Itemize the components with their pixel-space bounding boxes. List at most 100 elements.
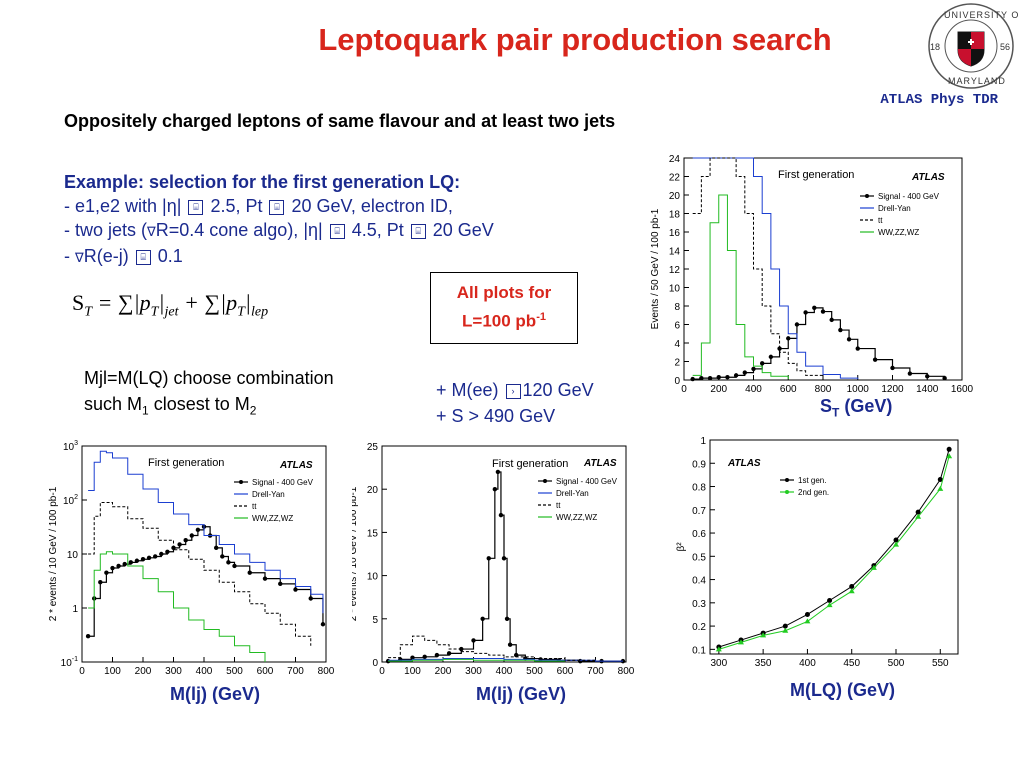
cuts-line-1: + M(ee) › 120 GeV — [436, 377, 594, 403]
y-tick-label: 24 — [669, 154, 681, 165]
plot-frame — [683, 157, 963, 381]
legend-label: tt — [556, 501, 561, 510]
data-point — [146, 555, 152, 561]
y-tick-label: 103 — [63, 440, 78, 453]
y-tick-label: 22 — [669, 173, 681, 184]
data-point — [848, 588, 855, 594]
data-point — [893, 541, 899, 547]
data-point — [293, 587, 298, 592]
data-point — [195, 527, 201, 533]
data-point — [849, 584, 855, 590]
mlj-caption-middle: M(lj) (GeV) — [476, 684, 566, 704]
data-point — [504, 616, 510, 621]
x-tick-label: 600 — [257, 666, 274, 677]
y-tick-label: 0 — [372, 658, 378, 669]
legend-label: 2nd gen. — [798, 488, 829, 497]
x-tick-label: 600 — [780, 384, 797, 395]
luminosity-sup: -1 — [536, 311, 546, 323]
y-axis-label: 2 * events / 10 GeV / 100 pb-1 — [352, 486, 359, 621]
data-point — [122, 561, 127, 567]
data-point — [220, 554, 225, 559]
luminosity-line-1: All plots for — [456, 283, 552, 302]
data-point — [498, 512, 504, 518]
series-line — [718, 456, 950, 650]
data-point — [890, 365, 895, 371]
missing-glyph-icon: ⌸ — [329, 223, 345, 239]
delta-icon: ∇ — [147, 224, 156, 239]
x-tick-label: 1200 — [881, 384, 904, 395]
data-point — [159, 551, 164, 557]
data-point — [855, 346, 860, 351]
selection-line-3b: R(e-j) — [83, 246, 134, 266]
selection-header: Example: selection for the first generat… — [64, 172, 461, 192]
series-line — [388, 635, 596, 662]
data-point — [578, 658, 583, 664]
data-point — [760, 632, 767, 638]
data-point — [804, 618, 811, 624]
data-point — [751, 366, 756, 372]
atlas-label: ATLAS — [727, 458, 761, 469]
y-tick-label: 4 — [674, 339, 680, 350]
x-tick-label: 300 — [711, 658, 728, 669]
series-line — [388, 658, 565, 662]
chart-st: 0 200 400 600 800 1000 1200 1400 160002468101214… — [650, 154, 974, 395]
logo-year-left: 18 — [930, 42, 940, 52]
y-tick-label: 10-1 — [61, 656, 78, 669]
data-point — [177, 542, 182, 547]
series-line — [692, 157, 859, 380]
data-point — [716, 375, 721, 380]
y-tick-label: 8 — [674, 302, 680, 313]
st-axis-caption: ST (GeV) — [820, 396, 892, 420]
data-point — [786, 336, 791, 341]
legend-label: tt — [252, 502, 257, 511]
x-tick-label: 0 — [681, 384, 687, 395]
selection-line-2b: R=0.4 cone algo), |η| — [155, 220, 328, 240]
y-tick-label: 0.6 — [692, 529, 706, 540]
y-axis-label: Events / 50 GeV / 100 pb-1 — [650, 208, 661, 329]
data-point — [907, 371, 913, 376]
x-tick-label: 100 — [104, 666, 121, 677]
cuts-line-1a: + M(ee) — [436, 380, 504, 400]
data-point — [738, 639, 744, 645]
selection-line-2: - two jets (∇R=0.4 cone algo), |η| ⌸ 4.5… — [64, 218, 494, 244]
y-tick-label: 0.2 — [692, 622, 706, 633]
data-point — [134, 558, 140, 563]
data-point — [915, 513, 922, 519]
atlas-label: ATLAS — [583, 458, 617, 469]
logo-year-right: 56 — [1000, 42, 1010, 52]
st-caption-unit: (GeV) — [839, 396, 893, 416]
y-tick-label: 10 — [669, 284, 681, 295]
data-point — [492, 487, 498, 492]
data-point — [715, 646, 722, 652]
data-point — [794, 322, 800, 327]
x-tick-label: 800 — [318, 666, 335, 677]
data-point — [942, 375, 947, 381]
x-tick-label: 100 — [404, 666, 421, 677]
x-tick-label: 200 — [435, 666, 452, 677]
data-point — [812, 305, 817, 311]
x-tick-label: 700 — [587, 666, 604, 677]
data-point — [514, 652, 519, 658]
atlas-label: ATLAS — [911, 172, 945, 183]
data-point — [937, 485, 944, 491]
x-tick-label: 0 — [379, 666, 385, 677]
legend-label: WW,ZZ,WZ — [878, 228, 919, 237]
x-tick-label: 500 — [526, 666, 543, 677]
legend-marker — [239, 480, 243, 484]
legend-label: WW,ZZ,WZ — [556, 513, 597, 522]
x-tick-label: 400 — [745, 384, 762, 395]
x-tick-label: 1600 — [951, 384, 974, 395]
y-tick-label: 0.4 — [692, 576, 706, 587]
x-tick-label: 700 — [287, 666, 304, 677]
data-point — [946, 453, 953, 459]
y-tick-label: 20 — [669, 191, 681, 202]
data-point — [471, 638, 476, 643]
x-tick-label: 450 — [843, 658, 860, 669]
selection-line-3c: 0.1 — [157, 246, 183, 266]
delta-icon: ∇ — [75, 250, 84, 265]
selection-line-2c: 4.5, Pt — [351, 220, 409, 240]
y-tick-label: 0.3 — [692, 599, 706, 610]
mjl-note: Mjl=M(LQ) choose combination such M1 clo… — [84, 365, 334, 424]
data-point — [937, 477, 943, 483]
y-tick-label: 0.9 — [692, 459, 706, 470]
